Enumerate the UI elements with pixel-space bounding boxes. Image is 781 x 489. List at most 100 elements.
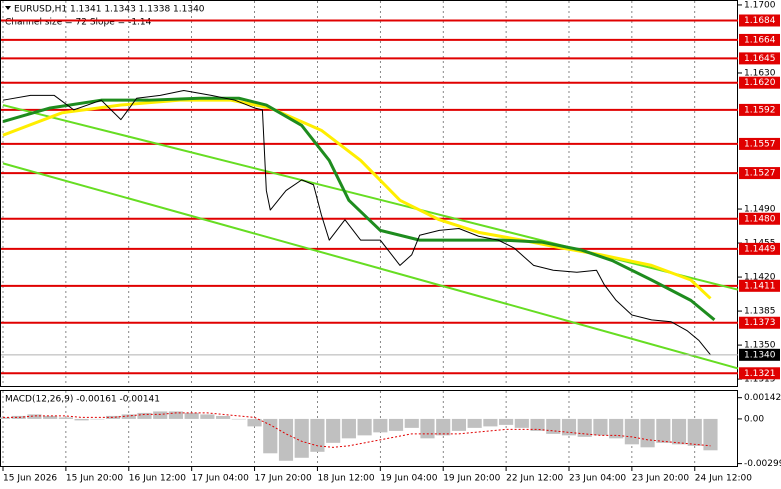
level-label-box bbox=[739, 242, 780, 255]
macd-bar bbox=[11, 415, 26, 419]
level-label: 1.1557 bbox=[744, 139, 776, 149]
series-line bbox=[2, 89, 711, 356]
macd-bar bbox=[74, 418, 89, 421]
x-tick-label: 15 Jun 2026 bbox=[3, 474, 57, 484]
macd-bar bbox=[263, 418, 278, 454]
macd-bar bbox=[687, 418, 702, 446]
macd-bar bbox=[530, 418, 545, 431]
x-tick-label: 19 Jun 04:00 bbox=[380, 474, 437, 484]
current-price-label: 1.1340 bbox=[744, 350, 776, 360]
macd-bar bbox=[153, 411, 168, 419]
level-label: 1.1592 bbox=[744, 105, 776, 115]
macd-bar bbox=[0, 417, 11, 419]
level-label: 1.1645 bbox=[744, 54, 776, 64]
y-tick-label: 0.00 bbox=[744, 414, 764, 424]
macd-bar bbox=[499, 418, 514, 425]
x-tick-label: 17 Jun 04:00 bbox=[192, 474, 249, 484]
level-label: 1.1620 bbox=[744, 78, 776, 88]
y-tick-label: 1.1630 bbox=[744, 68, 776, 78]
level-label-box bbox=[739, 167, 780, 180]
x-tick-label: 15 Jun 20:00 bbox=[66, 474, 123, 484]
macd-bar bbox=[577, 418, 592, 437]
macd-bar bbox=[43, 415, 58, 419]
macd-bar bbox=[373, 418, 388, 433]
level-label-box bbox=[739, 14, 780, 27]
series-line bbox=[2, 98, 712, 300]
macd-bar bbox=[656, 418, 671, 443]
macd-bar bbox=[231, 418, 246, 420]
macd-bar bbox=[436, 418, 451, 436]
macd-signal bbox=[3, 412, 711, 448]
macd-bar bbox=[357, 418, 372, 436]
level-label-box bbox=[739, 367, 780, 380]
macd-bar bbox=[278, 418, 294, 461]
macd-title: MACD(12,26,9) -0.00161 -0.00141 bbox=[5, 395, 160, 405]
x-tick-label: 17 Jun 20:00 bbox=[255, 474, 312, 484]
y-tick-label: 1.1700 bbox=[744, 0, 776, 10]
y-tick-label: 1.1350 bbox=[744, 341, 776, 351]
macd-bar bbox=[121, 414, 136, 419]
macd-bar bbox=[326, 418, 341, 443]
macd-bar bbox=[247, 418, 262, 427]
macd-bar bbox=[640, 418, 655, 448]
macd-bar bbox=[200, 414, 215, 419]
current-price-box bbox=[739, 348, 780, 361]
macd-bar bbox=[90, 418, 105, 420]
level-label: 1.1527 bbox=[744, 169, 776, 179]
y-tick-label: 1.1315 bbox=[744, 375, 776, 385]
x-tick-label: 22 Jun 12:00 bbox=[506, 474, 563, 484]
x-tick-label: 23 Jun 04:00 bbox=[569, 474, 626, 484]
macd-bar bbox=[404, 418, 419, 428]
macd-bar bbox=[294, 418, 309, 458]
y-tick-label: 1.1420 bbox=[744, 273, 776, 283]
y-tick-label: 0.00142 bbox=[744, 393, 781, 403]
chart-title: EURUSD,H1 1.1341 1.1343 1.1338 1.1340 bbox=[14, 5, 205, 15]
level-label: 1.1664 bbox=[744, 35, 776, 45]
macd-bar bbox=[27, 414, 42, 419]
macd-bar bbox=[341, 418, 356, 439]
level-label-box bbox=[739, 316, 780, 329]
macd-bar bbox=[671, 418, 687, 445]
x-tick-label: 23 Jun 20:00 bbox=[632, 474, 689, 484]
y-tick-label: -0.00299 bbox=[744, 459, 781, 469]
level-label-box bbox=[739, 76, 780, 89]
level-label: 1.1373 bbox=[744, 318, 776, 328]
level-label-box bbox=[739, 52, 780, 65]
macd-bar bbox=[58, 417, 73, 419]
x-tick-label: 19 Jun 20:00 bbox=[443, 474, 500, 484]
macd-bar bbox=[609, 418, 624, 439]
level-label: 1.1411 bbox=[744, 281, 776, 291]
series-line bbox=[2, 96, 716, 321]
y-tick-label: 1.1385 bbox=[744, 307, 776, 317]
x-tick-label: 16 Jun 12:00 bbox=[129, 474, 186, 484]
macd-bar bbox=[467, 418, 482, 428]
level-label-box bbox=[739, 103, 780, 116]
macd-bar bbox=[184, 412, 199, 419]
level-label-box bbox=[739, 279, 780, 292]
macd-bar bbox=[483, 418, 498, 427]
level-label-box bbox=[739, 212, 780, 225]
macd-bar bbox=[216, 415, 231, 419]
level-label: 1.1480 bbox=[744, 214, 776, 224]
x-tick-label: 24 Jun 12:00 bbox=[695, 474, 752, 484]
symbol-arrow bbox=[5, 6, 11, 10]
macd-bar bbox=[546, 418, 561, 434]
macd-bar bbox=[593, 418, 608, 436]
macd-bar bbox=[310, 418, 325, 452]
macd-bar bbox=[420, 418, 435, 439]
macd-bar bbox=[137, 412, 152, 419]
chart-subtitle: Channel size = 72 Slope = -1.14 bbox=[5, 18, 152, 28]
macd-bar bbox=[168, 411, 184, 419]
level-label: 1.1684 bbox=[744, 16, 776, 26]
macd-bar bbox=[703, 418, 718, 451]
macd-bar bbox=[624, 418, 639, 445]
level-label-box bbox=[739, 33, 780, 46]
y-tick-label: 1.1490 bbox=[744, 205, 776, 215]
macd-bar bbox=[388, 418, 404, 431]
macd-bar bbox=[561, 418, 577, 436]
series-line bbox=[2, 162, 739, 370]
level-label-box bbox=[739, 137, 780, 150]
x-tick-label: 18 Jun 12:00 bbox=[317, 474, 374, 484]
macd-bar bbox=[451, 418, 467, 431]
